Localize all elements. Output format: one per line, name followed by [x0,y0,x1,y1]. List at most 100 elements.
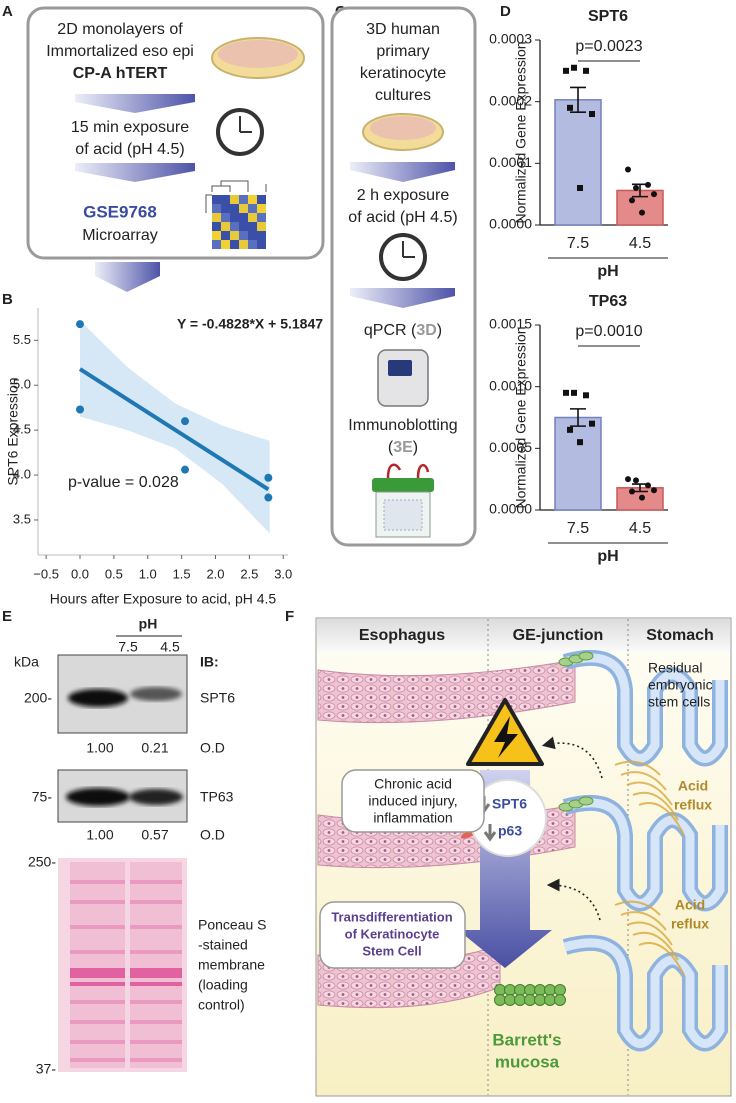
heatmap-cell [221,222,230,231]
od-value: 1.00 [86,827,113,843]
qpcr-screen [388,360,412,376]
ponceau-band [130,880,182,884]
chart-title: TP63 [589,293,627,310]
marker-label: 37- [36,1061,57,1077]
heatmap-cell [230,213,239,222]
lane-label: 7.5 [118,639,138,655]
step-text: 3D human [366,21,440,38]
heatmap-cell [221,195,230,204]
reflux-label: reflux [674,797,712,813]
data-point [639,209,645,216]
data-point [583,67,589,74]
od-label: O.D [200,740,225,756]
confidence-band [80,320,270,534]
stem-cell [578,651,594,661]
y-axis-label: SPT6 Expression [5,377,21,485]
barretts-cell [514,994,526,1006]
heatmap-cell [221,231,230,240]
panel-letter: E [2,608,12,625]
heatmap-cell [248,240,257,249]
panel-letter: F [285,608,294,625]
heatmap-cell [212,240,221,249]
band [130,687,182,701]
clock-hands [402,241,415,258]
heatmap-cell [212,222,221,231]
step-text: of acid (pH 4.5) [75,141,184,158]
y-tick-label: 0.0010 [489,377,532,393]
band [129,789,183,805]
gastric-villi-inner [563,653,725,763]
y-tick-label: 0.0015 [489,316,532,332]
bar [554,99,602,226]
x-tick-label: 4.5 [629,520,651,537]
data-point [645,181,651,188]
ponceau-lane [130,862,182,1068]
barretts-label: Barrett's [492,1030,561,1049]
ponceau-band [70,968,125,978]
marker-label: 250- [28,854,56,870]
step-text: Immortalized eso epi [46,43,194,60]
text-part: ( [388,439,394,456]
x-tick-label: 7.5 [567,520,589,537]
heatmap-cell [239,204,248,213]
y-tick-label: 0.0003 [489,31,532,47]
text-part: ) [413,439,418,456]
panel-letter: B [2,291,13,308]
barretts-cell [504,994,516,1006]
data-point [651,487,657,494]
ponceau-band [70,925,125,929]
data-point [625,166,631,173]
error-bar [570,86,586,113]
arrow [95,262,160,292]
data-point [571,389,577,396]
y-tick-label: 0.0000 [489,501,532,517]
equation: Y = -0.4828*X + 5.1847 [177,316,323,332]
heatmap-cell [221,240,230,249]
ponceau-band [130,900,182,904]
heatmap-cell [257,204,266,213]
ponceau-band [70,950,125,954]
annotation: p-value = 0.028 [68,474,179,491]
data-point [577,439,583,446]
data-point [639,494,645,501]
barretts-cell [554,994,566,1006]
ponceau-band [70,982,125,986]
heatmap-cell [248,231,257,240]
dotted-arrow [546,878,601,921]
barretts-cell [504,984,516,996]
barretts-cell [514,984,526,996]
reflux-label: Acid [678,778,708,794]
ib-label: IB: [200,654,219,670]
heatmap-cell [248,195,257,204]
ponceau-band [70,900,125,904]
heatmap-cell [257,222,266,231]
caption: membrane [198,957,265,973]
header-bar [317,619,730,652]
panel-letter: A [2,3,13,20]
data-point [633,477,639,484]
step-text: Immunoblotting [348,417,457,434]
ph-title: pH [139,616,158,632]
blot-gel [383,499,423,531]
ponceau-band [130,968,182,978]
ponceau-band [70,1040,125,1044]
y-tick-label: 3.5 [13,511,31,526]
cells [370,116,436,140]
ponceau-band [130,950,182,954]
barretts-cell [544,984,556,996]
od-value: 1.00 [86,740,113,756]
electrode-wires [386,463,430,479]
x-tick-label: 2.0 [206,566,224,581]
data-point [264,493,273,502]
step-text: 15 min exposure [71,119,189,136]
heatmap-cell [257,195,266,204]
caption: -stained [198,937,248,953]
label-box [341,769,485,833]
data-point [563,67,569,74]
heatmap-cell [239,195,248,204]
step-text: 2 h exposure [357,187,450,204]
data-point [583,392,589,399]
region-label: Esophagus [359,627,445,644]
dotted-arrow [541,736,603,779]
lane-label: 4.5 [160,639,180,655]
